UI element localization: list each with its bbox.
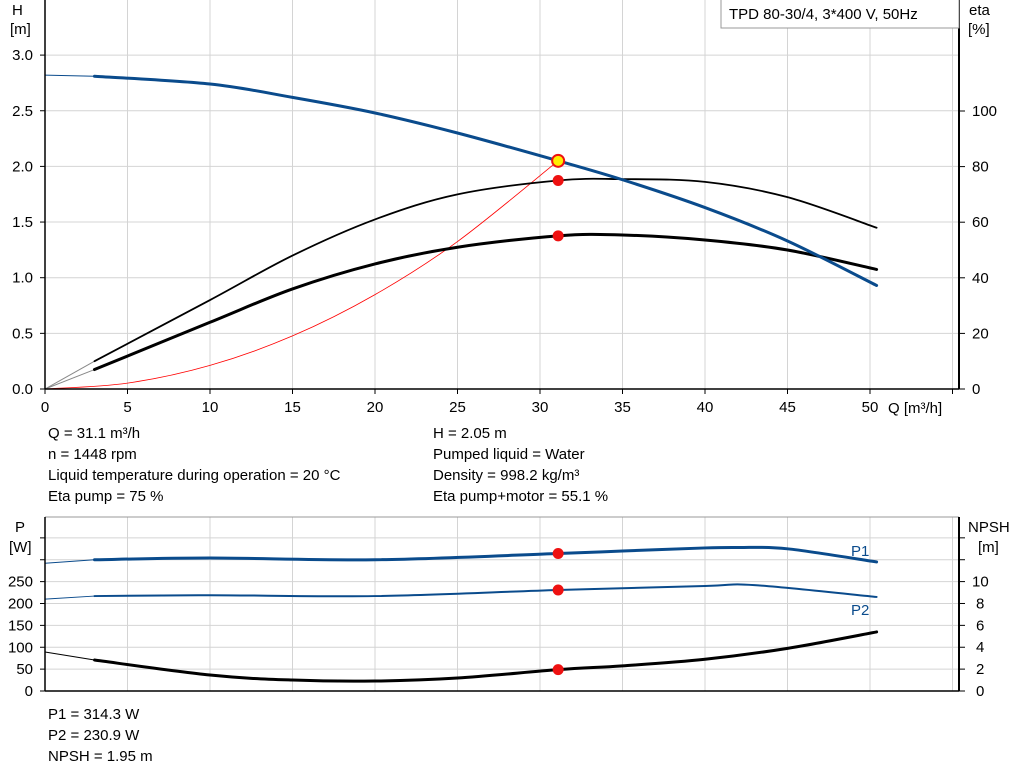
top-grid [45,0,959,389]
h-axis-unit: [m] [10,21,31,38]
h-tick-label: 0.0 [12,381,33,398]
eta-tick-label: 40 [972,270,989,287]
x-tick-label: 20 [367,399,384,416]
h-tick-label: 0.5 [12,325,33,342]
npsh-curve [93,630,879,683]
p2-curve [93,583,878,598]
info-speed: n = 1448 rpm [48,446,137,463]
x-tick-label: 15 [284,399,301,416]
npsh-tick-label: 0 [976,683,984,700]
head-curve-extrapolation [44,74,95,77]
info-npsh: NPSH = 1.95 m [48,748,153,765]
p-axis-unit: [W] [9,539,32,556]
info-eta-pump: Eta pump = 75 % [48,488,164,505]
duty-point-eta-pump [552,175,564,186]
x-tick-label: 35 [614,399,631,416]
info-bottom: P1 = 314.3 W P2 = 230.9 W NPSH = 1.95 m [48,704,153,767]
info-p2: P2 = 230.9 W [48,727,140,744]
p-tick-label: 250 [8,574,33,591]
eta-pump-motor-curve-extrapolation [44,369,95,390]
npsh-tick-label: 2 [976,661,984,678]
p1-curve-extrapolation [44,559,95,564]
info-eta-pump-motor: Eta pump+motor = 55.1 % [433,488,609,505]
duty-point-npsh [552,664,564,676]
duty-point-eta-pump-motor [552,230,564,242]
info-head: H = 2.05 m [433,425,507,442]
x-tick-label: 25 [449,399,466,416]
npsh-tick-label: 8 [976,595,984,612]
x-tick-label: 30 [532,399,549,416]
info-density: Density = 998.2 kg/m³ [433,467,580,484]
eta-tick-label: 0 [972,381,980,398]
x-tick-label: 45 [779,399,796,416]
x-tick-label: 10 [202,399,219,416]
system-curve [44,160,559,390]
p2-series-label: P2 [851,602,869,619]
p-tick-label: 200 [8,596,33,613]
x-tick-label: 40 [697,399,714,416]
npsh-curve-extrapolation [44,651,95,661]
info-p1: P1 = 314.3 W [48,706,140,723]
npsh-tick-label: 4 [976,639,984,656]
eta-tick-label: 60 [972,214,989,231]
h-tick-label: 2.5 [12,103,33,120]
npsh-tick-label: 6 [976,617,984,634]
axes: 0 5 10 15 20 25 30 35 40 45 500.00.51.01.52.02.53.… [8,0,997,700]
duty-point-head [551,153,566,168]
info-right: H = 2.05 m Pumped liquid = Water Density… [433,423,608,507]
info-temperature: Liquid temperature during operation = 20… [48,467,341,484]
p-axis-label: P [15,519,25,536]
bottom-grid [45,516,959,691]
p1-curve [93,545,879,564]
curves [44,74,879,683]
eta-axis-label: eta [969,2,991,19]
p-tick-label: 50 [16,661,33,678]
h-tick-label: 1.0 [12,270,33,287]
legend-frame [720,0,960,29]
eta-tick-label: 20 [972,325,989,342]
h-tick-label: 3.0 [12,47,33,64]
eta-axis-unit: [%] [968,21,990,38]
x-tick-label: 5 [123,399,131,416]
h-axis-label: H [12,2,23,19]
npsh-axis-unit: [m] [978,539,999,556]
npsh-tick-label: 10 [972,574,989,591]
q-axis-label: Q [m³/h] [888,400,942,417]
x-tick-label: 50 [862,399,879,416]
p1-series-label: P1 [851,543,869,560]
info-left: Q = 31.1 m³/h n = 1448 rpm Liquid temper… [48,423,340,507]
duty-point-p1 [552,547,564,559]
x-tick-label: 0 [41,399,49,416]
eta-tick-label: 80 [972,159,989,176]
npsh-axis-label: NPSH [968,519,1010,536]
p2-curve-extrapolation [44,595,95,600]
p-tick-label: 0 [25,683,33,700]
eta-pump-curve [93,177,878,363]
h-tick-label: 2.0 [12,158,33,175]
head-curve [93,74,879,287]
p-tick-label: 100 [8,639,33,656]
duty-point-p2 [552,584,564,596]
eta-pump-curve-extrapolation [44,360,95,390]
h-tick-label: 1.5 [12,214,33,231]
p-tick-label: 150 [8,617,33,634]
chart-title: TPD 80-30/4, 3*400 V, 50Hz [729,6,918,23]
eta-tick-label: 100 [972,103,997,120]
eta-pump-motor-curve [93,232,879,372]
info-flow: Q = 31.1 m³/h [48,425,141,442]
legend-box: TPD 80-30/4, 3*400 V, 50Hz [720,0,960,29]
info-liquid: Pumped liquid = Water [433,446,585,463]
